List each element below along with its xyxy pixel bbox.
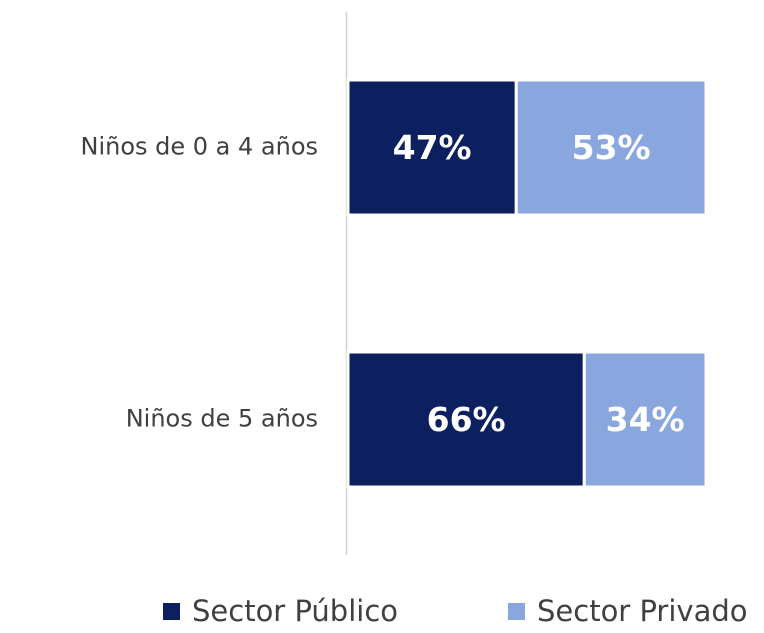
legend-swatch	[508, 603, 525, 620]
value-label: 66%	[427, 400, 506, 439]
category-label: Niños de 0 a 4 años	[80, 133, 318, 161]
bar-segment	[514, 78, 708, 217]
legend-label: Sector Público	[192, 594, 398, 628]
value-label: 53%	[572, 128, 651, 167]
value-label: 47%	[393, 128, 472, 167]
category-label: Niños de 5 años	[126, 405, 318, 433]
bar-segment	[582, 350, 708, 489]
value-label: 34%	[606, 400, 685, 439]
legend-swatch	[163, 603, 180, 620]
legend-label: Sector Privado	[537, 594, 748, 628]
bar-segment	[346, 350, 586, 489]
